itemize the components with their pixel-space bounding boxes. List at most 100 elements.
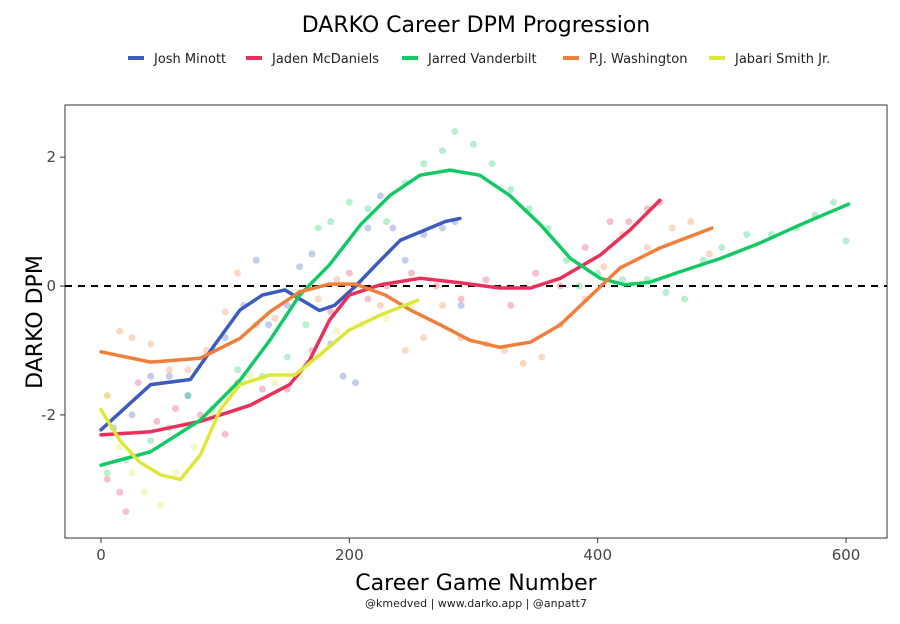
data-point (234, 269, 242, 277)
y-tick-label: 0 (46, 277, 56, 295)
data-point (345, 198, 353, 206)
axes: 0 200 400 600 -2 0 2 (41, 148, 860, 564)
y-tick-label: -2 (41, 406, 56, 424)
data-point (438, 301, 446, 309)
data-point (482, 276, 490, 284)
data-point (420, 334, 428, 342)
data-point (718, 243, 726, 251)
data-point (488, 160, 496, 168)
data-point (308, 250, 316, 258)
data-point (364, 205, 372, 213)
data-point (153, 417, 161, 425)
data-point (265, 321, 273, 329)
data-point (376, 192, 384, 200)
data-point (128, 469, 136, 477)
data-point (271, 379, 279, 387)
data-point (314, 224, 322, 232)
data-point (283, 353, 291, 361)
scatter-points (103, 127, 850, 516)
data-point (333, 276, 341, 284)
x-tick-label: 200 (335, 546, 364, 564)
data-point (451, 127, 459, 135)
data-point (246, 372, 254, 380)
data-point (103, 469, 111, 477)
data-point (401, 256, 409, 264)
chart-title: DARKO Career DPM Progression (302, 13, 651, 38)
data-point (190, 443, 198, 451)
data-point (457, 295, 465, 303)
legend-label: Jabari Smith Jr. (734, 52, 830, 67)
data-point (128, 411, 136, 419)
data-point (147, 340, 155, 348)
data-point (103, 392, 111, 400)
smooth-line (99, 298, 420, 482)
data-point (352, 379, 360, 387)
data-point (271, 314, 279, 322)
smooth-line (99, 226, 714, 364)
data-point (184, 392, 192, 400)
data-point (147, 437, 155, 445)
data-point (103, 392, 111, 400)
data-point (327, 218, 335, 226)
data-point (333, 327, 341, 335)
data-point (364, 224, 372, 232)
data-point (134, 379, 142, 387)
smooth-lines (99, 168, 851, 482)
data-point (234, 366, 242, 374)
data-point (122, 508, 130, 516)
data-point (147, 372, 155, 380)
y-tick-label: 2 (46, 148, 56, 166)
data-point (705, 250, 713, 258)
x-tick-label: 600 (832, 546, 861, 564)
data-point (296, 263, 304, 271)
data-point (842, 237, 850, 245)
data-point (643, 243, 651, 251)
data-point (221, 334, 229, 342)
data-point (165, 366, 173, 374)
x-tick-label: 0 (96, 546, 106, 564)
data-point (258, 385, 266, 393)
data-point (116, 327, 124, 335)
data-point (383, 218, 391, 226)
data-point (221, 430, 229, 438)
data-point (172, 404, 180, 412)
legend-label: Josh Minott (153, 52, 226, 67)
data-point (252, 256, 260, 264)
legend-label: Jarred Vanderbilt (427, 52, 537, 67)
data-point (128, 334, 136, 342)
data-point (438, 147, 446, 155)
data-point (625, 218, 633, 226)
legend: Josh Minott Jaden McDaniels Jarred Vanderb… (128, 52, 830, 67)
data-point (339, 372, 347, 380)
caption: @kmedved | www.darko.app | @anpatt7 (365, 597, 587, 610)
data-point (470, 140, 478, 148)
data-point (314, 295, 322, 303)
y-axis-label: DARKO DPM (23, 255, 48, 389)
data-point (116, 443, 124, 451)
data-point (687, 218, 695, 226)
data-point (407, 269, 415, 277)
data-point (743, 231, 751, 239)
data-point (184, 366, 192, 374)
smooth-line (99, 198, 662, 437)
data-point (389, 224, 397, 232)
data-point (575, 282, 583, 290)
data-point (556, 282, 564, 290)
data-point (345, 269, 353, 277)
plot-panel (64, 104, 888, 539)
data-point (103, 475, 111, 483)
data-point (184, 392, 192, 400)
data-point (606, 218, 614, 226)
data-point (830, 198, 838, 206)
data-point (507, 301, 515, 309)
x-axis-label: Career Game Number (355, 571, 597, 596)
data-point (438, 224, 446, 232)
data-point (668, 224, 676, 232)
data-point (401, 346, 409, 354)
data-point (116, 488, 124, 496)
data-point (519, 359, 527, 367)
data-point (619, 276, 627, 284)
data-point (600, 263, 608, 271)
